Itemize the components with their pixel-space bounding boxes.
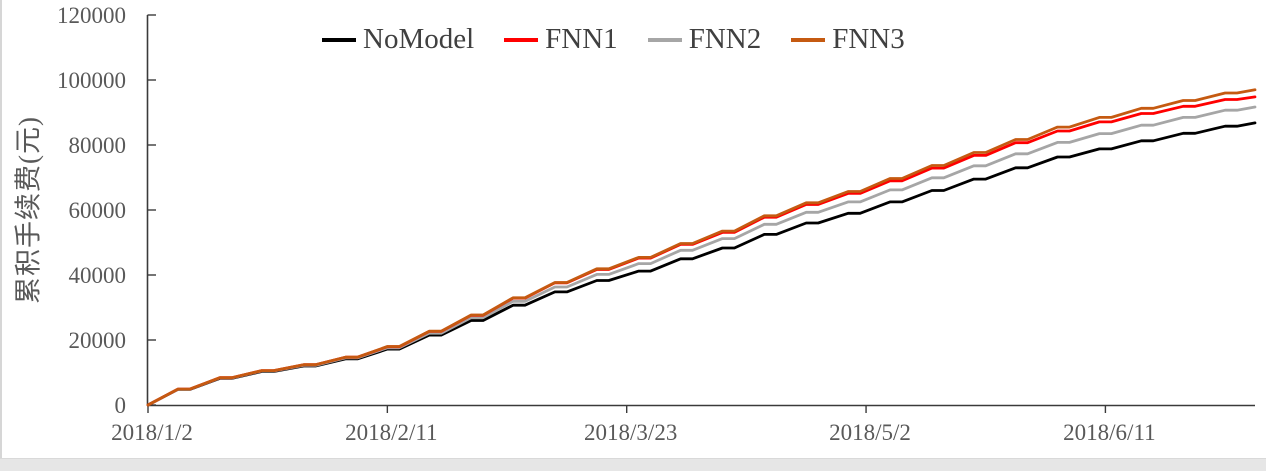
y-tick-label: 120000: [57, 3, 126, 28]
y-tick-label: 100000: [57, 68, 126, 93]
legend-swatch-fnn1: [504, 37, 539, 42]
y-tick-label: 20000: [69, 328, 127, 353]
legend-label-fnn1: FNN1: [545, 23, 618, 55]
legend-item-nomodel: NoModel: [322, 25, 474, 54]
x-tick-label: 2018/2/11: [345, 420, 437, 445]
y-tick-label: 80000: [69, 133, 127, 158]
legend-label-fnn2: FNN2: [688, 23, 762, 55]
legend-swatch-fnn2: [647, 37, 682, 42]
legend-swatch-fnn3: [791, 37, 826, 42]
legend-item-fnn3: FNN3: [791, 25, 905, 54]
x-tick-label: 2018/5/2: [829, 420, 911, 445]
window-bottom-strip: [0, 458, 1266, 471]
y-tick-label: 0: [115, 393, 127, 418]
x-tick-label: 2018/6/11: [1063, 420, 1155, 445]
y-tick-label: 40000: [69, 263, 127, 288]
series-line-nomodel: [146, 121, 1257, 407]
y-tick-label: 60000: [69, 198, 127, 223]
legend-item-fnn2: FNN2: [647, 23, 762, 55]
window-left-edge: [0, 0, 2, 458]
legend-label-fnn3: FNN3: [832, 23, 905, 55]
series-line-fnn1: [146, 95, 1257, 407]
legend-swatch-nomodel: [322, 37, 356, 42]
x-tick-label: 2018/3/23: [584, 420, 677, 445]
series-line-fnn3: [146, 88, 1257, 407]
y-axis-title: 累积手续费(元): [13, 116, 44, 304]
chart-legend: NoModel FNN1 FNN2 FNN3: [322, 25, 905, 54]
legend-item-fnn1: FNN1: [504, 25, 618, 54]
legend-label-nomodel: NoModel: [363, 23, 475, 55]
x-tick-label: 2018/1/2: [111, 420, 193, 445]
